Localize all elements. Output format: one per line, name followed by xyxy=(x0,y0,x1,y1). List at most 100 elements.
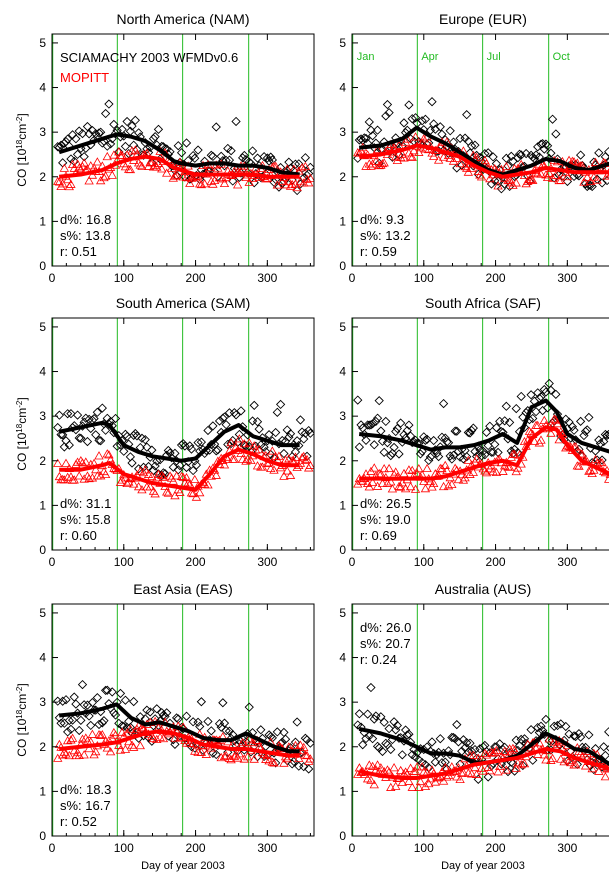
sciamachy-point xyxy=(381,111,391,121)
sciamachy-point xyxy=(407,114,417,124)
mopitt-point xyxy=(592,175,602,184)
legend-mopitt: MOPITT xyxy=(60,70,109,85)
sciamachy-point xyxy=(196,697,207,707)
sciamachy-point xyxy=(447,732,457,743)
mopitt-point xyxy=(589,465,599,474)
mopitt-point xyxy=(66,735,76,744)
mopitt-point xyxy=(549,414,559,423)
mopitt-point xyxy=(279,758,289,767)
stat-s: s%: 16.7 xyxy=(60,798,111,813)
sciamachy-point xyxy=(587,181,597,192)
y-tick-label: 2 xyxy=(39,454,46,468)
month-label: Jul xyxy=(487,51,501,63)
mopitt-point xyxy=(498,466,508,475)
sciamachy-point xyxy=(134,464,144,474)
mopitt-point xyxy=(536,435,546,444)
mopitt-point xyxy=(188,488,198,498)
sciamachy-point xyxy=(551,389,561,399)
sciamachy-point xyxy=(544,378,554,389)
sciamachy-point xyxy=(76,433,86,443)
x-tick-label: 0 xyxy=(49,271,56,285)
sciamachy-point xyxy=(181,711,192,721)
mopitt-point xyxy=(299,742,309,752)
mopitt-point xyxy=(53,176,63,185)
mopitt-point xyxy=(589,172,599,181)
mopitt-point xyxy=(175,487,185,496)
mopitt-point xyxy=(460,161,470,171)
sciamachy-point xyxy=(448,450,459,460)
mopitt-point xyxy=(468,467,478,476)
mopitt-point xyxy=(519,758,530,768)
mopitt-point xyxy=(481,468,492,477)
sciamachy-point xyxy=(195,721,205,732)
x-tick-label: 0 xyxy=(49,841,56,855)
sciamachy-point xyxy=(104,99,114,109)
sciamachy-point xyxy=(127,121,137,131)
mopitt-point xyxy=(110,730,121,739)
sciamachy-point xyxy=(162,708,172,718)
mopitt-point xyxy=(77,458,88,467)
mopitt-point xyxy=(374,160,384,170)
mopitt-point xyxy=(465,469,475,478)
mopitt-point xyxy=(536,169,546,178)
sciamachy-point xyxy=(256,725,266,735)
mopitt-point xyxy=(107,170,117,179)
mopitt-point xyxy=(84,473,94,483)
mopitt-point xyxy=(104,450,114,459)
mopitt-point xyxy=(526,428,536,437)
x-axis-label: Day of year 2003 xyxy=(441,860,525,872)
sciamachy-point xyxy=(53,696,63,706)
sciamachy-point xyxy=(435,442,445,452)
sciamachy-point xyxy=(386,450,396,461)
sciamachy-point xyxy=(427,450,437,461)
mopitt-point xyxy=(94,451,104,460)
mopitt-point xyxy=(407,152,417,161)
mopitt-point xyxy=(564,755,574,765)
mopitt-point xyxy=(127,146,137,155)
mopitt-point xyxy=(511,178,521,187)
sciamachy-point xyxy=(450,426,460,436)
mopitt-point xyxy=(361,161,371,170)
sciamachy-point xyxy=(354,442,365,452)
mopitt-point xyxy=(377,478,388,487)
mopitt-point xyxy=(117,150,127,159)
sciamachy-point xyxy=(526,725,536,735)
mopitt-point xyxy=(267,446,278,455)
sciamachy-point xyxy=(508,758,518,769)
stat-s: s%: 20.7 xyxy=(360,636,411,651)
sciamachy-point xyxy=(105,139,116,149)
sciamachy-point xyxy=(203,425,213,436)
sciamachy-point xyxy=(506,151,516,161)
sciamachy-point xyxy=(481,427,492,437)
sciamachy-point xyxy=(377,746,388,757)
mopitt-point xyxy=(287,179,297,189)
sciamachy-point xyxy=(488,152,498,162)
mopitt-point xyxy=(562,171,573,181)
panel-frame xyxy=(351,317,609,551)
mopitt-point xyxy=(204,162,215,172)
mopitt-point xyxy=(533,420,543,429)
sciamachy-point xyxy=(175,460,185,471)
sciamachy-point xyxy=(53,142,63,152)
sciamachy-point xyxy=(299,434,309,444)
mopitt-point xyxy=(419,134,429,143)
mopitt-point xyxy=(79,474,89,483)
mopitt-point xyxy=(150,160,160,169)
mopitt-point xyxy=(430,777,441,786)
mopitt-point xyxy=(420,484,431,493)
panel-title: Australia (AUS) xyxy=(435,581,531,597)
sciamachy-point xyxy=(295,415,306,425)
mopitt-point xyxy=(58,179,68,188)
y-tick-label: 1 xyxy=(39,498,46,512)
mopitt-point xyxy=(195,179,205,188)
mopitt-point xyxy=(455,158,465,168)
sciamachy-point xyxy=(580,426,591,437)
sciamachy-point xyxy=(290,737,301,747)
sciamachy-point xyxy=(376,426,386,436)
mopitt-point xyxy=(471,769,482,778)
mopitt-point xyxy=(353,769,363,778)
mopitt-point xyxy=(415,776,426,786)
sciamachy-point xyxy=(569,425,579,435)
sciamachy-point xyxy=(109,119,119,130)
